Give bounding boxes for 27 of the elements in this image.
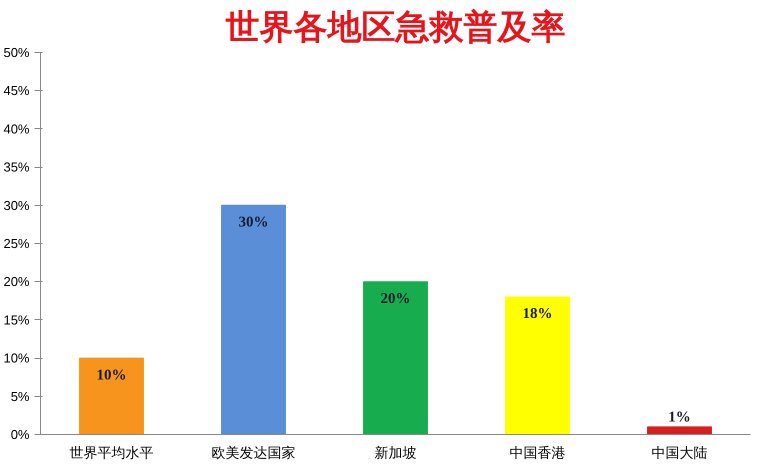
data-label: 10% — [96, 367, 126, 384]
x-tick-label: 新加坡 — [374, 446, 416, 462]
y-tick-label: 35% — [3, 160, 30, 175]
x-tick-label: 欧美发达国家 — [212, 446, 296, 462]
y-tick-label: 15% — [3, 312, 30, 328]
bar — [647, 426, 712, 434]
y-tick-label: 40% — [3, 121, 30, 136]
x-tick-label: 中国大陆 — [652, 446, 708, 462]
y-tick-label: 45% — [3, 83, 30, 98]
x-tick-label: 世界平均水平 — [70, 446, 154, 462]
chart-title: 世界各地区急救普及率 — [224, 8, 566, 48]
bar — [221, 204, 286, 434]
y-tick-label: 30% — [3, 198, 30, 213]
y-tick-label: 25% — [3, 236, 30, 251]
data-label: 1% — [668, 409, 691, 426]
bar — [363, 281, 428, 434]
y-tick-label: 0% — [10, 427, 30, 442]
y-tick-label: 20% — [3, 274, 30, 290]
x-tick-label: 中国香港 — [510, 446, 566, 462]
data-label: 20% — [380, 290, 410, 307]
data-label: 18% — [522, 306, 552, 322]
y-tick-label: 10% — [3, 350, 30, 366]
bar — [505, 296, 570, 434]
bar — [79, 358, 144, 434]
y-tick-label: 5% — [10, 388, 30, 404]
data-label: 30% — [238, 214, 268, 230]
y-tick-label: 50% — [3, 45, 30, 60]
